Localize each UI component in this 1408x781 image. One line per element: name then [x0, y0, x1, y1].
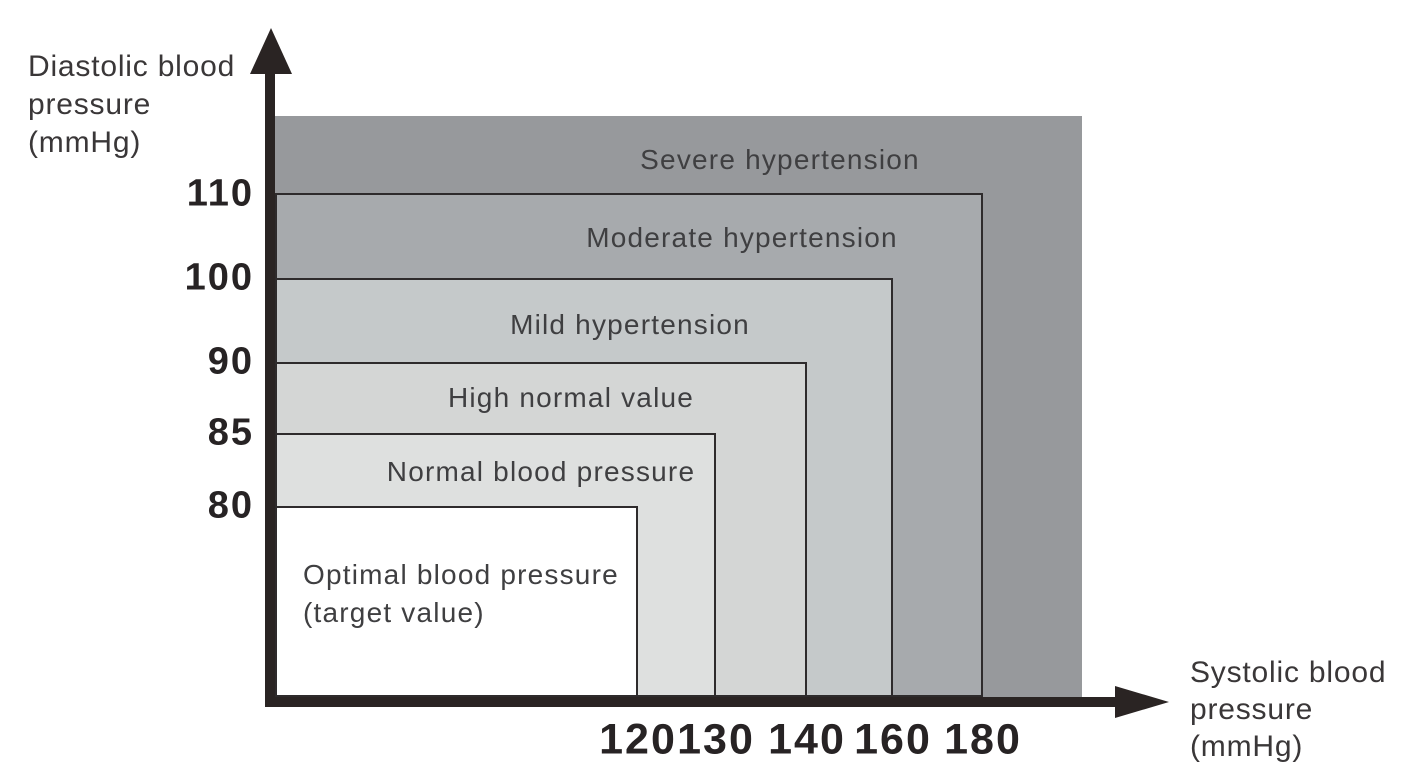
band-optimal-blood-pressure-target-value [275, 506, 638, 697]
y-axis-title-line-1: Diastolic blood [28, 50, 236, 83]
x-tick-120: 120 [599, 715, 677, 764]
x-axis-title-line-2: pressure [1190, 693, 1314, 726]
x-axis-line [265, 697, 1117, 707]
y-tick-85: 85 [207, 411, 254, 454]
y-axis-title: Diastolic blood pressure (mmHg) [28, 48, 235, 162]
x-tick-140: 140 [768, 715, 846, 764]
band-label-severe-hypertension: Severe hypertension [640, 144, 920, 175]
y-axis-title-line-3: (mmHg) [28, 126, 142, 159]
x-tick-130: 130 [677, 715, 755, 764]
y-tick-80: 80 [207, 484, 254, 527]
x-axis-title-line-1: Systolic blood [1190, 656, 1387, 689]
band-label-mild-hypertension: Mild hypertension [510, 309, 750, 340]
x-axis-arrow-icon [1115, 686, 1169, 718]
band-label-optimal-blood-pressure-target-value: Optimal blood pressure (target value) [303, 559, 619, 628]
y-axis-line [265, 64, 275, 707]
y-tick-90: 90 [207, 340, 254, 383]
x-tick-160: 160 [854, 715, 932, 764]
band-label-normal-blood-pressure: Normal blood pressure [386, 456, 696, 487]
y-axis-title-line-2: pressure [28, 88, 152, 121]
y-tick-110: 110 [186, 172, 254, 215]
band-label-moderate-hypertension: Moderate hypertension [586, 222, 898, 253]
x-tick-180: 180 [944, 715, 1022, 764]
y-axis-arrow-icon [250, 28, 292, 74]
x-axis-title: Systolic blood pressure (mmHg) [1190, 654, 1386, 765]
y-tick-100: 100 [184, 256, 254, 299]
band-label-high-normal-value: High normal value [447, 382, 695, 413]
x-axis-title-line-3: (mmHg) [1190, 730, 1304, 763]
